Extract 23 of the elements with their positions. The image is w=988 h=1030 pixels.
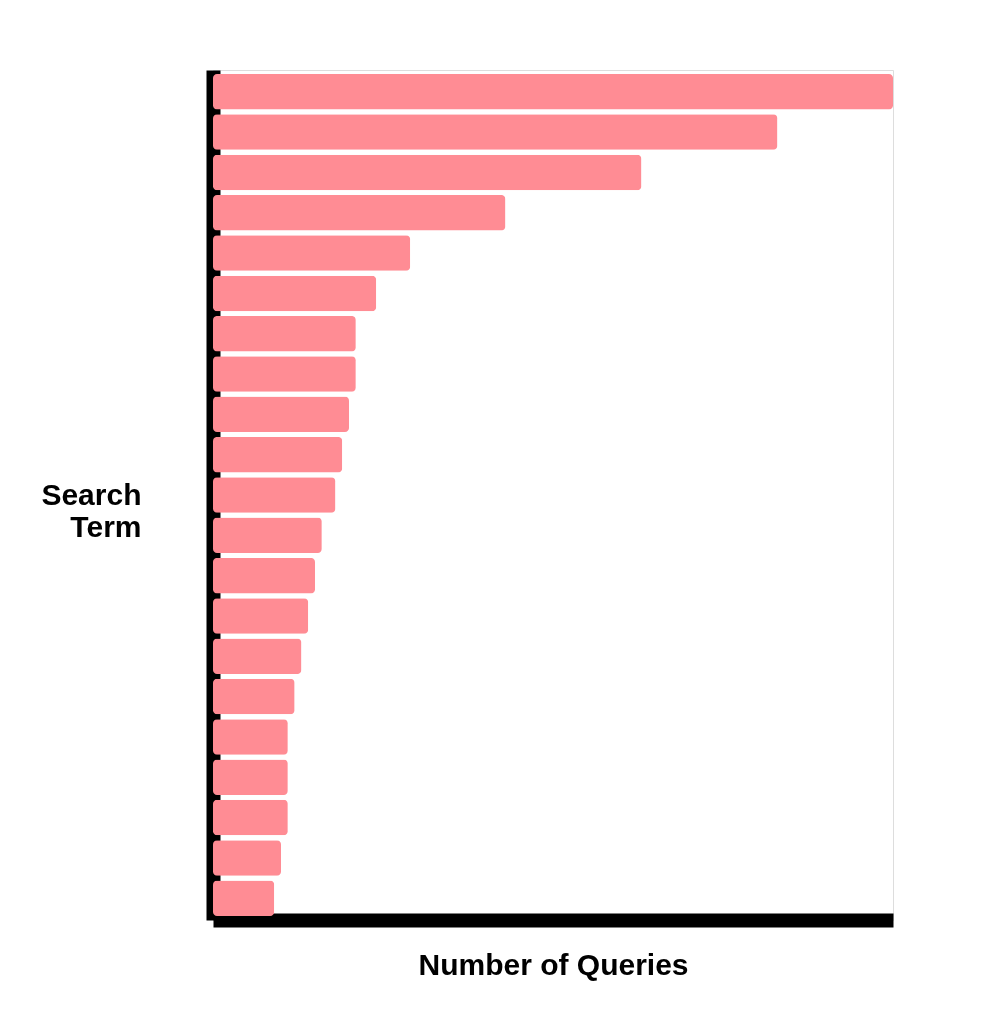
bar <box>213 759 288 795</box>
bar <box>213 235 411 271</box>
bar <box>213 275 377 312</box>
y-axis-title: Search Term <box>41 477 142 543</box>
bar <box>213 154 642 191</box>
bar <box>213 396 349 433</box>
bar <box>213 315 356 352</box>
bar <box>213 477 336 513</box>
bar <box>213 517 322 554</box>
bar <box>213 880 275 916</box>
bar <box>213 436 343 473</box>
bar <box>213 114 778 150</box>
bar <box>213 719 288 755</box>
bar <box>213 598 309 634</box>
bar <box>213 638 302 675</box>
bar <box>213 840 281 876</box>
bar <box>213 74 893 110</box>
bar <box>213 356 356 392</box>
x-axis-title: Number of Queries <box>418 947 689 981</box>
bar <box>213 195 506 231</box>
bar <box>213 799 288 836</box>
bar <box>213 678 295 715</box>
bar <box>213 557 315 594</box>
